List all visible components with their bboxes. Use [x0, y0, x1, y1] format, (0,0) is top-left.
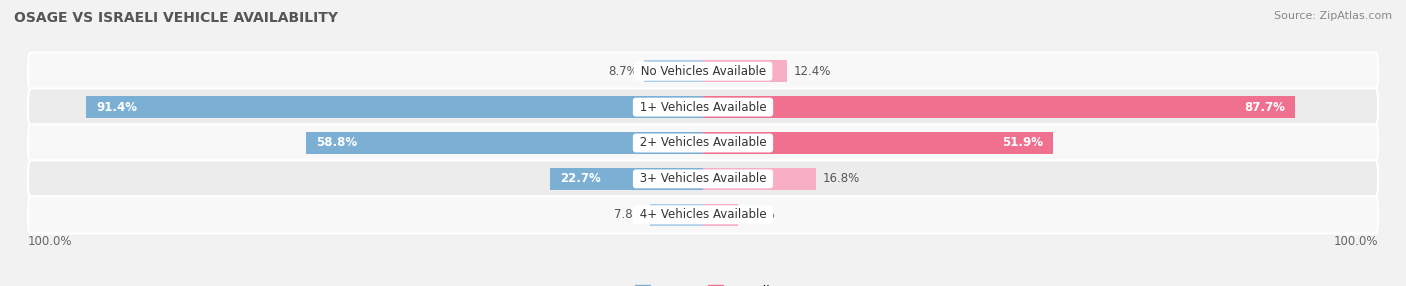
Text: Source: ZipAtlas.com: Source: ZipAtlas.com	[1274, 11, 1392, 21]
Text: 51.9%: 51.9%	[1002, 136, 1043, 150]
FancyBboxPatch shape	[28, 53, 1378, 90]
Text: No Vehicles Available: No Vehicles Available	[637, 65, 769, 78]
FancyBboxPatch shape	[28, 88, 1378, 126]
Text: 2+ Vehicles Available: 2+ Vehicles Available	[636, 136, 770, 150]
Bar	[651, 204, 703, 226]
FancyBboxPatch shape	[28, 160, 1378, 198]
Text: 12.4%: 12.4%	[793, 65, 831, 78]
Text: 7.8%: 7.8%	[614, 208, 644, 221]
FancyBboxPatch shape	[28, 196, 1378, 233]
Text: 58.8%: 58.8%	[316, 136, 357, 150]
Legend: Osage, Israeli: Osage, Israeli	[636, 285, 770, 286]
Text: 91.4%: 91.4%	[96, 101, 138, 114]
Text: 3+ Vehicles Available: 3+ Vehicles Available	[636, 172, 770, 185]
FancyBboxPatch shape	[28, 124, 1378, 162]
Bar	[86, 96, 703, 118]
Bar	[703, 132, 1053, 154]
Text: 8.7%: 8.7%	[607, 65, 637, 78]
Bar	[307, 132, 703, 154]
Text: 100.0%: 100.0%	[28, 235, 73, 247]
Text: 4+ Vehicles Available: 4+ Vehicles Available	[636, 208, 770, 221]
Text: OSAGE VS ISRAELI VEHICLE AVAILABILITY: OSAGE VS ISRAELI VEHICLE AVAILABILITY	[14, 11, 337, 25]
Text: 100.0%: 100.0%	[1333, 235, 1378, 247]
Bar	[703, 60, 787, 82]
Text: 22.7%: 22.7%	[560, 172, 600, 185]
Text: 87.7%: 87.7%	[1244, 101, 1285, 114]
Bar	[644, 60, 703, 82]
Bar	[703, 168, 817, 190]
Bar	[703, 96, 1295, 118]
Text: 1+ Vehicles Available: 1+ Vehicles Available	[636, 101, 770, 114]
Text: 16.8%: 16.8%	[823, 172, 860, 185]
Bar	[703, 204, 738, 226]
Text: 5.2%: 5.2%	[745, 208, 775, 221]
Bar	[550, 168, 703, 190]
